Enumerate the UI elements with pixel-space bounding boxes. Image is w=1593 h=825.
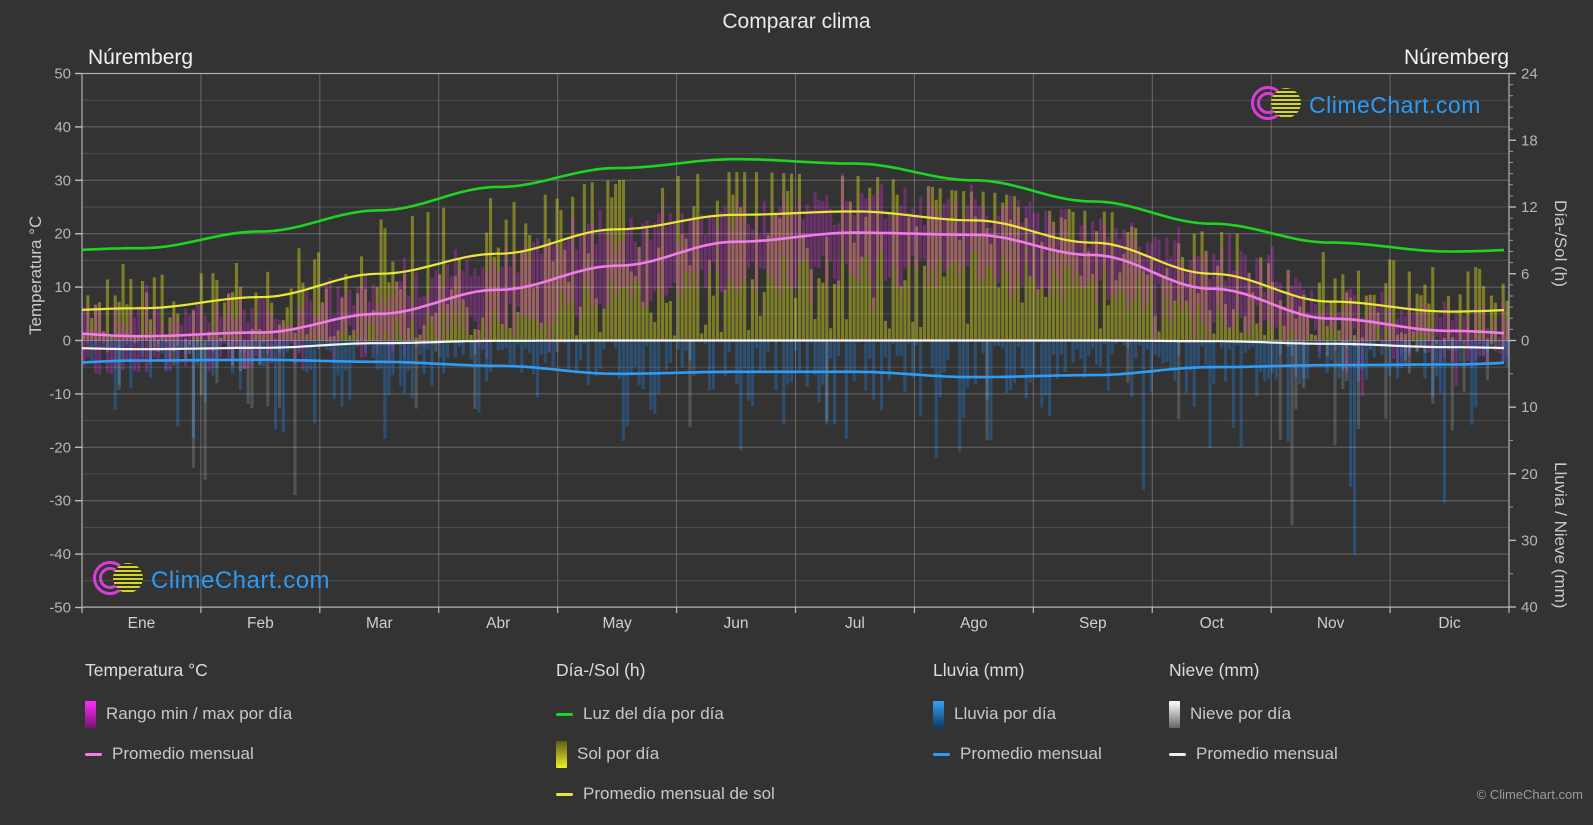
legend-group-header: Día-/Sol (h) xyxy=(556,660,646,680)
line-dash-icon xyxy=(1169,752,1186,756)
legend-item-label: Promedio mensual xyxy=(1196,744,1338,763)
climechart-logo-icon xyxy=(1250,80,1302,131)
legend-group-2: Lluvia (mm) Lluvia por día Promedio mensua… xyxy=(933,660,1102,774)
legend-item: Lluvia por día xyxy=(933,694,1102,734)
legend-item: Sol por día xyxy=(556,734,775,774)
temp-tick-label: 50 xyxy=(54,66,71,83)
precip-tick-label: 30 xyxy=(1521,532,1538,549)
legend-item: Promedio mensual xyxy=(933,734,1102,774)
legend-group-1: Día-/Sol (h) Luz del día por día Sol por d… xyxy=(556,660,775,814)
legend-item-label: Luz del día por día xyxy=(583,704,724,723)
climechart-logo-top-right: ClimeChart.com xyxy=(1250,80,1481,131)
sun-tick-label: 0 xyxy=(1521,333,1529,350)
copyright-note: © ClimeChart.com xyxy=(1476,787,1583,802)
legend-item: Promedio mensual de sol xyxy=(556,774,775,814)
climate-chart: 50 40 30 20 10 0 -10 -20 -30 -40 -50 24 18 12 6 0 10 20 30… xyxy=(49,66,1537,633)
climechart-logo-text: ClimeChart.com xyxy=(1309,92,1481,118)
sun-tick-label: 18 xyxy=(1521,132,1538,149)
temp-tick-label: -20 xyxy=(49,439,71,456)
sun-tick-label: 24 xyxy=(1521,66,1538,83)
station-name-right: Núremberg xyxy=(1403,46,1509,69)
legend-item: Luz del día por día xyxy=(556,694,775,734)
month-label: May xyxy=(602,615,632,632)
legend-group-header: Lluvia (mm) xyxy=(933,660,1025,680)
rain-daily-bars xyxy=(86,340,1509,555)
precip-tick-label: 40 xyxy=(1521,599,1538,616)
line-dash-icon xyxy=(933,752,950,756)
temp-tick-label: -10 xyxy=(49,386,71,403)
line-dash-icon xyxy=(556,712,573,716)
temp-tick-label: 20 xyxy=(54,226,71,243)
line-dash-icon xyxy=(85,752,102,756)
legend: Temperatura °C Rango min / max por día Pro… xyxy=(0,655,1593,825)
legend-item: Rango min / max por día xyxy=(85,694,292,734)
temp-tick-label: 0 xyxy=(63,333,71,350)
legend-group-3: Nieve (mm) Nieve por día Promedio mensual xyxy=(1169,660,1338,774)
climechart-logo-bottom-left: ClimeChart.com xyxy=(92,555,330,606)
legend-item-label: Promedio mensual de sol xyxy=(583,784,775,803)
legend-item: Promedio mensual xyxy=(1169,734,1338,774)
precip-tick-label: 10 xyxy=(1521,399,1538,416)
daily-bars-layer xyxy=(82,171,1509,555)
month-label: Jul xyxy=(845,615,865,632)
month-label: Ago xyxy=(960,615,988,632)
temp-tick-label: -50 xyxy=(49,600,71,617)
sun-tick-label: 6 xyxy=(1521,266,1529,283)
sun-monthly-average-line xyxy=(81,210,1505,313)
month-label: Sep xyxy=(1079,615,1107,632)
legend-item-label: Promedio mensual xyxy=(960,744,1102,763)
temp-tick-label: 30 xyxy=(54,172,71,189)
legend-item: Nieve por día xyxy=(1169,694,1338,734)
sun-gradient-swatch-icon xyxy=(556,740,567,768)
month-label: Feb xyxy=(247,615,274,632)
month-label: Nov xyxy=(1317,615,1345,632)
temp-tick-label: -30 xyxy=(49,493,71,510)
legend-group-0: Temperatura °C Rango min / max por día Pro… xyxy=(85,660,292,774)
temp-monthly-average-line xyxy=(81,231,1505,338)
temp-tick-label: 10 xyxy=(54,279,71,296)
precip-tick-label: 20 xyxy=(1521,466,1538,483)
magenta-gradient-swatch-icon xyxy=(85,700,96,728)
legend-item-label: Promedio mensual xyxy=(112,744,254,763)
legend-group-header: Temperatura °C xyxy=(85,660,208,680)
month-label: Jun xyxy=(724,615,749,632)
legend-item: Promedio mensual xyxy=(85,734,292,774)
legend-item-label: Sol por día xyxy=(577,744,660,763)
snow-daily-bars xyxy=(94,340,1509,526)
rain-gradient-swatch-icon xyxy=(933,700,944,728)
month-label: Oct xyxy=(1200,615,1225,632)
rain-monthly-average-line xyxy=(81,358,1505,379)
snow-gradient-swatch-icon xyxy=(1169,700,1180,728)
legend-item-label: Rango min / max por día xyxy=(106,704,293,723)
legend-item-label: Nieve por día xyxy=(1190,704,1292,723)
climechart-icon xyxy=(1250,86,1301,120)
climechart-logo-text: ClimeChart.com xyxy=(151,566,331,594)
month-label: Mar xyxy=(366,615,393,632)
page-title: Comparar clima xyxy=(722,10,871,33)
legend-group-header: Nieve (mm) xyxy=(1169,660,1260,680)
daylight-line xyxy=(81,157,1505,253)
snow-monthly-average-line xyxy=(81,339,1505,351)
axis-ticks: 50 40 30 20 10 0 -10 -20 -30 -40 -50 24 18 12 6 0 10 20 30… xyxy=(49,66,1537,633)
sun-tick-label: 12 xyxy=(1521,199,1538,216)
legend-item-label: Lluvia por día xyxy=(954,704,1057,723)
temp-tick-label: 40 xyxy=(54,119,71,136)
month-label: Ene xyxy=(128,615,156,632)
month-label: Dic xyxy=(1438,615,1461,632)
sun-hours-daily-bars xyxy=(82,171,1509,341)
average-lines-layer xyxy=(81,157,1505,379)
station-name-left: Núremberg xyxy=(88,46,194,69)
climechart-logo-icon xyxy=(92,555,144,606)
climechart-icon xyxy=(92,561,143,595)
temp-tick-label: -40 xyxy=(49,546,71,563)
line-dash-icon xyxy=(556,792,573,796)
month-label: Abr xyxy=(486,615,510,632)
